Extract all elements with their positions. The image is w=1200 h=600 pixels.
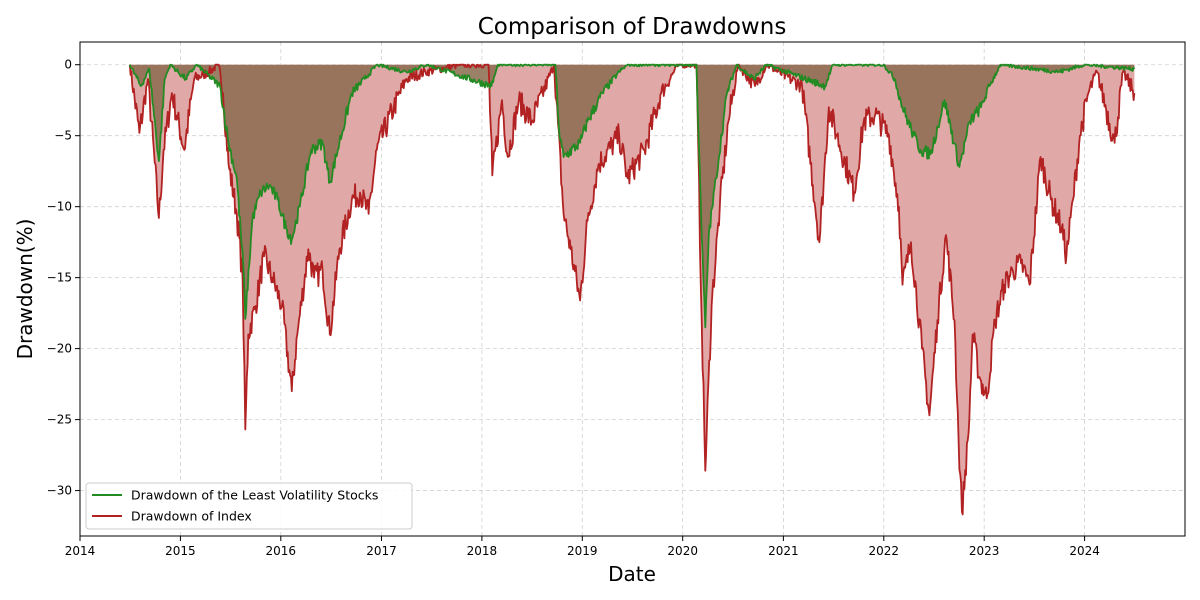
x-tick-label: 2014 (65, 544, 96, 558)
x-axis-label: Date (608, 562, 656, 586)
least-volatility-area-fill (129, 64, 1135, 328)
y-axis-label: Drawdown(%) (13, 219, 37, 360)
x-tick-label: 2017 (366, 544, 397, 558)
index-series-line (128, 63, 1136, 516)
legend-box (85, 482, 413, 530)
x-tick-label: 2022 (869, 544, 900, 558)
x-tick-label: 2019 (567, 544, 598, 558)
x-tick-label: 2024 (1069, 544, 1100, 558)
series-line-layer (128, 63, 1136, 516)
x-tick-label: 2015 (165, 544, 196, 558)
least-volatility-series-line (128, 63, 1136, 329)
y-tick-label: −25 (47, 413, 72, 427)
area-fill-layer (129, 64, 1135, 515)
legend-label-index: Drawdown of Index (131, 509, 252, 524)
plot-area-frame (79, 41, 1186, 537)
y-tick-label: 0 (64, 58, 72, 72)
y-tick-label: −10 (47, 200, 72, 214)
x-axis: 2014 2015 2016 2017 2018 2019 2020 2021 2022 2023… (65, 536, 1100, 558)
legend-label-least-volatility: Drawdown of the Least Volatility Stocks (131, 488, 378, 503)
x-tick-label: 2018 (467, 544, 498, 558)
y-tick-label: −20 (47, 342, 72, 356)
y-tick-label: −30 (47, 484, 72, 498)
legend: Drawdown of the Least Volatility Stocks D… (85, 482, 413, 530)
chart-title: Comparison of Drawdowns (478, 14, 787, 40)
x-tick-label: 2023 (969, 544, 1000, 558)
x-tick-label: 2021 (768, 544, 799, 558)
y-tick-label: −15 (47, 271, 72, 285)
x-tick-label: 2016 (266, 544, 297, 558)
y-tick-label: −5 (54, 129, 72, 143)
y-axis: 0 −5 −10 −15 −20 −25 −30 (47, 58, 80, 498)
x-tick-label: 2020 (667, 544, 698, 558)
